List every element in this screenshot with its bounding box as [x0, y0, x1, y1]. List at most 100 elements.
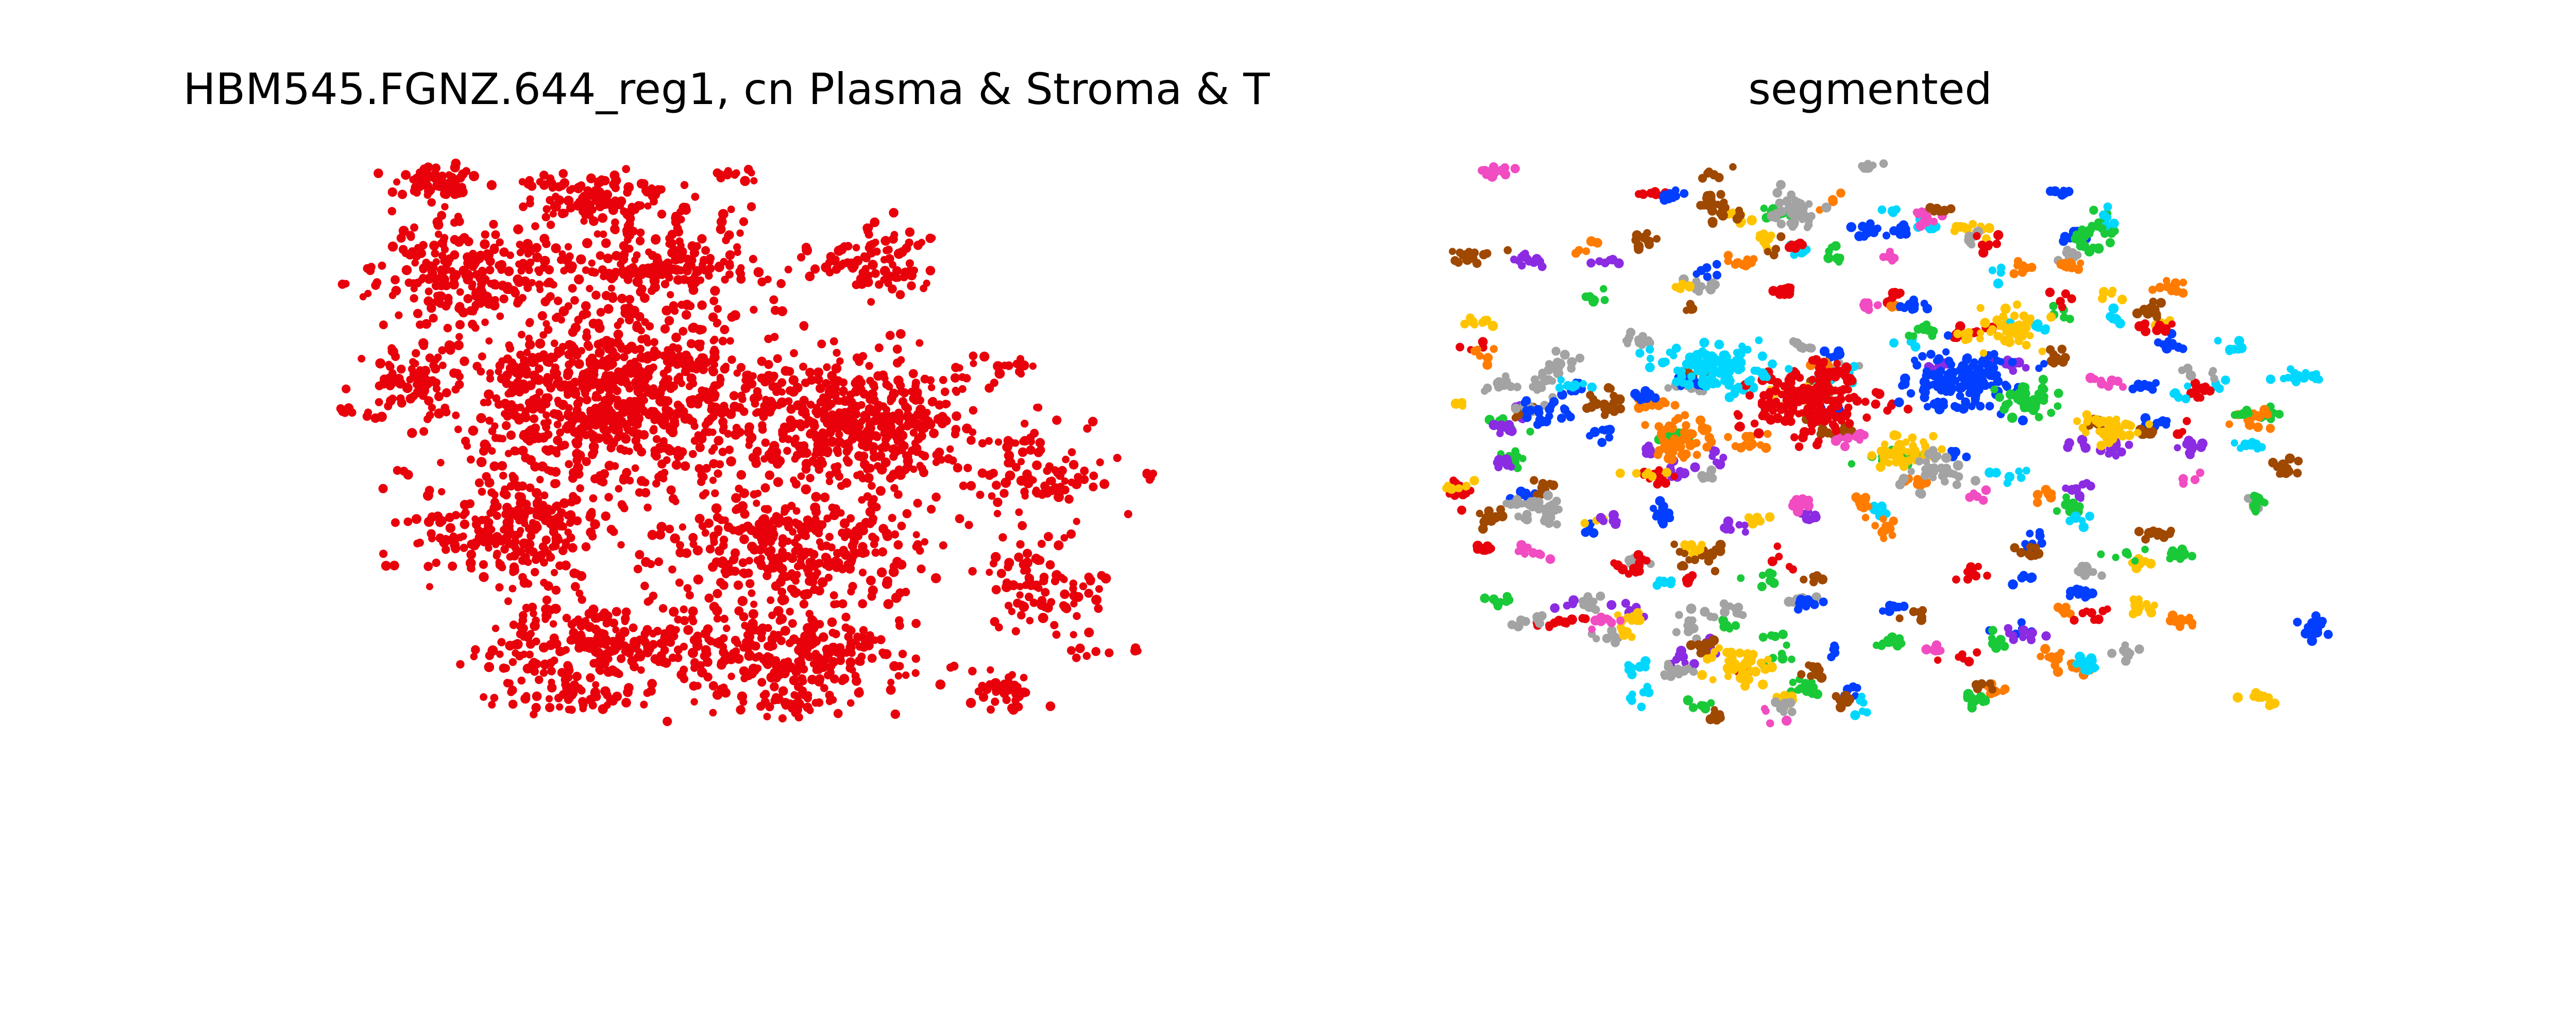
scatter-point [665, 380, 674, 390]
scatter-point [1016, 540, 1025, 549]
scatter-point [727, 673, 735, 680]
scatter-point [840, 440, 849, 449]
scatter-point [579, 705, 587, 713]
scatter-point [649, 591, 658, 600]
scatter-point [480, 439, 490, 450]
segment-point [1963, 575, 1972, 584]
scatter-point [375, 398, 383, 406]
scatter-point [570, 322, 581, 333]
scatter-point [568, 185, 577, 193]
scatter-point [481, 318, 489, 327]
scatter-point [803, 516, 811, 524]
scatter-point [435, 291, 444, 299]
scatter-point [894, 408, 904, 418]
scatter-point [798, 648, 808, 659]
segment-point [2251, 508, 2260, 516]
scatter-point [401, 265, 412, 276]
scatter-point [442, 301, 451, 311]
segment-point [1582, 247, 1590, 255]
scatter-point [680, 675, 689, 683]
scatter-point [493, 550, 501, 558]
scatter-point [531, 702, 541, 713]
scatter-point [436, 281, 446, 290]
scatter-point [389, 560, 399, 571]
segment-point [2148, 285, 2157, 294]
scatter-point [519, 432, 528, 440]
scatter-point [892, 433, 902, 443]
scatter-point [1001, 477, 1011, 488]
scatter-point [687, 241, 698, 251]
scatter-point [543, 378, 553, 388]
segment-point [1767, 556, 1777, 566]
scatter-point [624, 645, 634, 655]
scatter-point [837, 244, 847, 254]
segment-point [1802, 686, 1812, 696]
scatter-point [484, 399, 492, 406]
scatter-point [1023, 476, 1032, 486]
scatter-point [611, 218, 619, 227]
scatter-point [439, 362, 447, 369]
scatter-point [397, 398, 406, 408]
scatter-point [572, 672, 582, 681]
scatter-point [516, 492, 526, 502]
segment-point [2250, 491, 2259, 501]
scatter-point [867, 298, 875, 306]
scatter-point [600, 176, 610, 186]
scatter-point [1089, 471, 1098, 480]
segment-point [1762, 707, 1770, 715]
segment-point [1557, 376, 1565, 384]
scatter-point [397, 190, 408, 199]
scatter-point [652, 435, 661, 443]
scatter-point [1033, 448, 1043, 457]
scatter-point [479, 536, 490, 546]
scatter-point [539, 234, 550, 244]
scatter-point [816, 383, 825, 393]
scatter-point [892, 557, 902, 567]
scatter-point [749, 393, 760, 404]
scatter-point [761, 530, 771, 539]
scatter-point [1039, 576, 1048, 586]
scatter-point [637, 380, 646, 389]
scatter-point [530, 427, 537, 436]
segment-point [2162, 420, 2171, 429]
scatter-point [616, 637, 624, 645]
segment-point [1635, 190, 1643, 198]
scatter-point [422, 259, 431, 267]
scatter-point [778, 686, 788, 696]
scatter-point [637, 335, 646, 344]
scatter-point [1045, 701, 1056, 711]
segment-point [1819, 597, 1828, 607]
scatter-point [505, 641, 515, 651]
scatter-point [438, 346, 447, 355]
scatter-point [883, 599, 894, 609]
scatter-point [685, 591, 694, 599]
scatter-point [733, 243, 741, 251]
segment-point [1646, 188, 1655, 197]
scatter-point [853, 632, 862, 641]
segment-point [1766, 719, 1774, 728]
segment-point [1581, 614, 1590, 623]
segment-point [1765, 512, 1775, 522]
segment-point [1555, 383, 1564, 392]
scatter-point [556, 255, 566, 264]
scatter-point [604, 460, 615, 471]
scatter-point [835, 472, 844, 481]
scatter-point [891, 530, 900, 539]
scatter-point [859, 451, 869, 461]
scatter-point [739, 534, 749, 544]
scatter-point [545, 265, 554, 274]
scatter-point [608, 665, 617, 674]
segment-point [1916, 221, 1926, 231]
scatter-point [785, 367, 794, 376]
segment-point [2168, 320, 2176, 328]
scatter-point [523, 283, 532, 293]
segment-point [1652, 513, 1660, 521]
scatter-point [889, 469, 899, 480]
scatter-point [543, 280, 551, 287]
scatter-point [927, 397, 937, 407]
scatter-point [773, 606, 784, 616]
scatter-point [535, 353, 545, 363]
segment-point [2221, 375, 2230, 385]
segment-point [1645, 239, 1654, 249]
scatter-point [793, 562, 802, 571]
